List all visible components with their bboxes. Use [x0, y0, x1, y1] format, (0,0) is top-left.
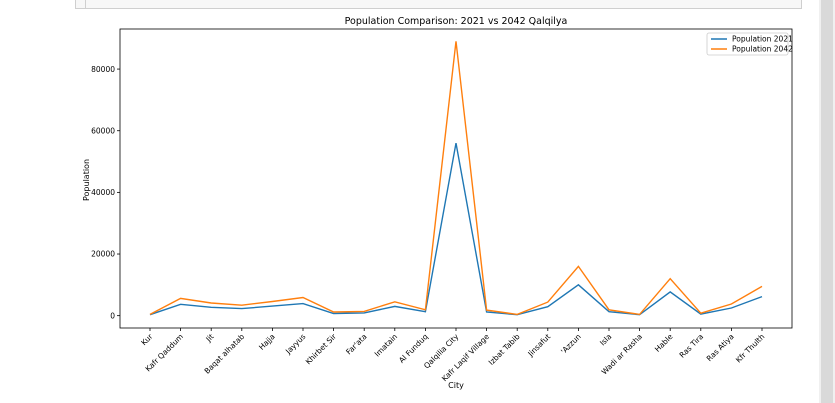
x-tick-label: Izbat Tabib	[487, 332, 522, 367]
chart-title: Population Comparison: 2021 vs 2042 Qalq…	[345, 16, 568, 27]
legend-label-2042: Population 2042	[732, 45, 793, 54]
series-lines	[149, 41, 763, 316]
notebook-cell-divider	[85, 0, 86, 8]
y-axis-label: Population	[82, 159, 91, 201]
series-line-1	[149, 41, 763, 316]
x-tick-label: Kfr Thulth	[734, 332, 767, 365]
y-tick-label: 20000	[91, 250, 115, 259]
scrollbar-thumb[interactable]	[821, 0, 833, 403]
x-tick-label: Jayyus	[283, 332, 307, 356]
x-tick-label: Kur	[139, 331, 155, 347]
y-tick-label: 80000	[91, 65, 115, 74]
legend-label-2021: Population 2021	[732, 35, 793, 44]
y-axis: 0 20000 40000 60000 80000	[91, 65, 120, 320]
x-tick-label: Hajja	[257, 332, 277, 352]
vertical-scrollbar[interactable]	[819, 0, 835, 403]
legend: Population 2021 Population 2042	[706, 32, 793, 56]
line-chart: Population Comparison: 2021 vs 2042 Qalq…	[82, 16, 793, 390]
notebook-cell-frame	[75, 0, 802, 9]
y-tick-label: 40000	[91, 188, 115, 197]
x-tick-label: Jinsafut	[525, 332, 552, 359]
x-tick-label: Far'ata	[344, 332, 368, 356]
plot-area	[119, 28, 793, 329]
x-axis-label: City	[448, 381, 464, 390]
x-tick-label: Hable	[653, 332, 675, 354]
x-tick-label: Isla	[598, 332, 613, 347]
x-tick-label: Khirbet Sir	[304, 331, 339, 366]
x-tick-label: Imatain	[373, 332, 400, 359]
legend-box	[706, 32, 789, 56]
x-tick-label: Ras Atiya	[705, 332, 736, 363]
x-tick-label: Jit	[203, 332, 215, 344]
series-line-0	[149, 142, 763, 316]
y-tick-label: 60000	[91, 126, 115, 135]
x-tick-label: Ras Tira	[678, 332, 706, 360]
x-tick-label: 'Azzun	[559, 332, 583, 356]
y-tick-label: 0	[110, 311, 115, 320]
